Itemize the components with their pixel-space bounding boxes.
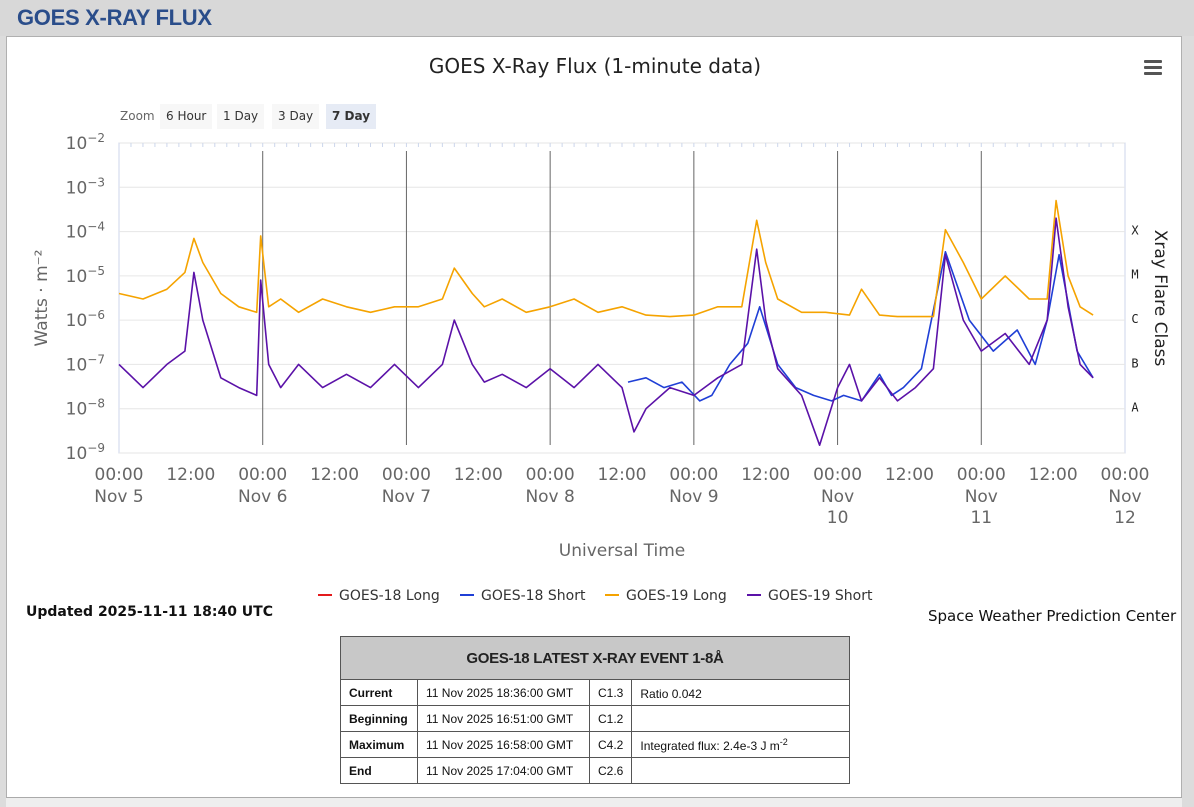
x-tick-time-label: 12:00 [598, 465, 647, 485]
y-tick-label: 10−4 [66, 220, 105, 243]
x-tick-date-label: Nov 7 [382, 487, 431, 507]
flare-class-label: A [1131, 401, 1139, 415]
table-row: Beginning 11 Nov 2025 16:51:00 GMT C1.2 [340, 705, 850, 732]
x-tick-time-label: 00:00 [382, 465, 431, 485]
row-note [631, 757, 850, 784]
row-label: Beginning [340, 705, 418, 732]
flare-class-label: B [1131, 356, 1138, 370]
row-class: C1.3 [588, 679, 633, 706]
x-tick-date-label: Nov 9 [669, 487, 718, 507]
zoom-3-day-button[interactable]: 3 Day [272, 104, 320, 129]
zoom-label: Zoom [120, 109, 155, 123]
credit-text: Space Weather Prediction Center [928, 607, 1177, 625]
y-tick-label: 10−3 [66, 175, 105, 198]
row-note: Integrated flux: 2.4e-3 J m-2 [631, 731, 850, 758]
x-tick-time-label: 00:00 [95, 465, 144, 485]
x-tick-date-label: Nov 6 [238, 487, 287, 507]
chart-title: GOES X-Ray Flux (1-minute data) [428, 54, 762, 78]
table-row: Current 11 Nov 2025 18:36:00 GMT C1.3 Ra… [340, 679, 850, 706]
x-tick-time-label: 00:00 [238, 465, 287, 485]
x-tick-time-label: 00:00 [957, 465, 1006, 485]
page-title: GOES X-RAY FLUX [17, 5, 212, 30]
x-tick-date-label: Nov 8 [525, 487, 574, 507]
event-table-title: GOES-18 LATEST X-RAY EVENT 1-8Å [340, 636, 850, 680]
y-tick-label: 10−7 [66, 352, 105, 375]
flare-class-label: X [1131, 223, 1139, 237]
row-time: 11 Nov 2025 18:36:00 GMT [417, 679, 590, 706]
flare-class-label: C [1131, 312, 1138, 326]
legend-item[interactable]: GOES-19 Long [605, 588, 727, 604]
xray-flux-chart[interactable]: 10−210−310−410−510−610−710−810−900:00Nov… [0, 0, 1194, 620]
y-tick-label: 10−2 [66, 131, 105, 154]
x-tick-time-label: 12:00 [454, 465, 503, 485]
x-tick-date-label: Nov [821, 487, 854, 507]
row-label: Current [340, 679, 418, 706]
zoom-7-day-button[interactable]: 7 Day [326, 104, 377, 129]
legend-label: GOES-19 Short [768, 588, 873, 604]
page-header: GOES X-RAY FLUX [0, 0, 1194, 36]
x-tick-time-label: 00:00 [813, 465, 862, 485]
series-line-goes-18-short [627, 251, 1094, 402]
x-tick-time-label: 12:00 [1029, 465, 1078, 485]
row-label: Maximum [340, 731, 418, 758]
legend-item[interactable]: GOES-19 Short [747, 588, 873, 604]
x-tick-date-label: Nov [965, 487, 998, 507]
x-tick-date-label: Nov [1108, 487, 1141, 507]
row-class: C2.6 [588, 757, 633, 784]
x-axis-title: Universal Time [559, 541, 685, 561]
y-tick-label: 10−5 [66, 264, 105, 287]
series-line-goes-19-long [118, 199, 1094, 318]
table-row: End 11 Nov 2025 17:04:00 GMT C2.6 [340, 757, 850, 784]
legend-label: GOES-18 Short [481, 588, 586, 604]
legend-label: GOES-19 Long [626, 588, 727, 604]
row-note [631, 705, 850, 732]
row-note: Ratio 0.042 [631, 679, 850, 706]
plot-border [118, 142, 1126, 454]
flare-class-label: M [1131, 268, 1138, 282]
x-tick-date-label: 11 [970, 508, 992, 528]
row-time: 11 Nov 2025 16:51:00 GMT [417, 705, 590, 732]
legend-item[interactable]: GOES-18 Long [318, 588, 440, 604]
row-time: 11 Nov 2025 17:04:00 GMT [417, 757, 590, 784]
y-tick-label: 10−9 [66, 441, 105, 464]
x-tick-time-label: 00:00 [526, 465, 575, 485]
series-line-goes-19-short [118, 217, 1094, 447]
x-tick-time-label: 12:00 [166, 465, 215, 485]
x-tick-time-label: 12:00 [741, 465, 790, 485]
x-tick-time-label: 12:00 [310, 465, 359, 485]
x-tick-time-label: 00:00 [1101, 465, 1150, 485]
x-tick-date-label: 12 [1114, 508, 1136, 528]
y-axis-title: Watts · m⁻² [32, 250, 52, 347]
bottom-panel-edge [6, 797, 1182, 807]
y-tick-label: 10−8 [66, 397, 105, 420]
row-label: End [340, 757, 418, 784]
row-time: 11 Nov 2025 16:58:00 GMT [417, 731, 590, 758]
row-class: C1.2 [588, 705, 633, 732]
legend-item[interactable]: GOES-18 Short [460, 588, 586, 604]
row-class: C4.2 [588, 731, 633, 758]
hamburger-menu-icon[interactable] [1144, 60, 1162, 76]
x-tick-date-label: 10 [827, 508, 849, 528]
updated-timestamp: Updated 2025-11-11 18:40 UTC [26, 604, 273, 620]
zoom-6-hour-button[interactable]: 6 Hour [160, 104, 213, 129]
x-tick-time-label: 00:00 [669, 465, 718, 485]
x-tick-time-label: 12:00 [885, 465, 934, 485]
zoom-1-day-button[interactable]: 1 Day [217, 104, 265, 129]
x-tick-date-label: Nov 5 [94, 487, 143, 507]
legend-label: GOES-18 Long [339, 588, 440, 604]
y-tick-label: 10−6 [66, 308, 105, 331]
table-row: Maximum 11 Nov 2025 16:58:00 GMT C4.2 In… [340, 731, 850, 758]
latest-xray-event-table: GOES-18 LATEST X-RAY EVENT 1-8Å Current … [340, 636, 850, 784]
y2-axis-title: Xray Flare Class [1150, 230, 1170, 367]
